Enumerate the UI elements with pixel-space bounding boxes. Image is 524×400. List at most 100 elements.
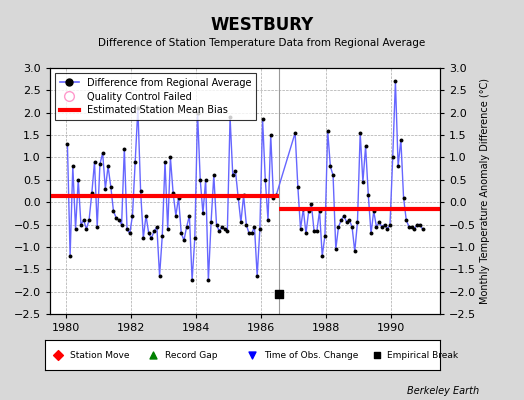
Point: [302, 230, 310, 237]
Point: [318, 253, 326, 259]
Text: Empirical Break: Empirical Break: [387, 350, 458, 360]
Point: [218, 224, 226, 230]
Point: [77, 221, 85, 228]
Point: [145, 230, 153, 237]
Point: [373, 352, 381, 358]
Point: [191, 235, 199, 241]
Point: [293, 183, 302, 190]
Point: [356, 130, 364, 136]
Point: [237, 219, 245, 226]
Point: [104, 163, 112, 170]
Point: [115, 217, 123, 223]
Point: [275, 291, 283, 297]
Point: [367, 230, 375, 237]
Point: [158, 232, 167, 239]
Point: [69, 163, 77, 170]
Point: [110, 208, 118, 214]
Point: [378, 224, 386, 230]
Point: [212, 221, 221, 228]
Text: Berkeley Earth: Berkeley Earth: [407, 386, 479, 396]
Point: [177, 230, 185, 237]
Point: [147, 235, 156, 241]
Point: [343, 219, 351, 226]
Point: [245, 230, 253, 237]
Point: [134, 105, 142, 112]
Point: [74, 177, 82, 183]
Text: Record Gap: Record Gap: [165, 350, 217, 360]
Point: [334, 224, 343, 230]
Point: [372, 224, 380, 230]
Point: [329, 172, 337, 178]
Point: [204, 277, 213, 284]
Point: [142, 212, 150, 219]
Point: [166, 154, 174, 161]
Point: [139, 235, 147, 241]
Point: [332, 246, 340, 252]
Point: [128, 212, 137, 219]
Point: [193, 110, 202, 116]
Point: [120, 145, 128, 152]
Point: [394, 163, 402, 170]
Point: [253, 273, 261, 279]
Point: [228, 172, 237, 178]
Point: [247, 230, 256, 237]
Point: [188, 277, 196, 284]
Point: [93, 224, 102, 230]
Point: [348, 224, 356, 230]
Point: [323, 128, 332, 134]
Point: [174, 194, 183, 201]
Point: [180, 237, 188, 243]
Point: [117, 221, 126, 228]
Text: Difference of Station Temperature Data from Regional Average: Difference of Station Temperature Data f…: [99, 38, 425, 48]
Point: [169, 190, 177, 196]
Point: [215, 228, 223, 234]
Point: [172, 212, 180, 219]
Point: [272, 192, 280, 199]
Point: [66, 253, 74, 259]
Point: [221, 226, 229, 232]
Point: [304, 208, 313, 214]
Point: [250, 224, 259, 230]
Point: [185, 212, 193, 219]
Point: [85, 217, 93, 223]
Text: WESTBURY: WESTBURY: [210, 16, 314, 34]
Point: [150, 228, 158, 234]
Point: [256, 226, 264, 232]
Point: [210, 172, 218, 178]
Point: [364, 192, 373, 199]
Point: [383, 226, 391, 232]
Point: [82, 226, 91, 232]
Point: [359, 179, 367, 185]
Point: [345, 217, 354, 223]
Point: [315, 208, 324, 214]
Point: [264, 217, 272, 223]
Point: [291, 130, 299, 136]
Point: [313, 228, 321, 234]
Point: [234, 194, 243, 201]
Point: [90, 159, 99, 165]
Point: [258, 116, 267, 123]
Point: [126, 230, 134, 237]
Point: [321, 232, 329, 239]
Point: [163, 226, 172, 232]
Text: Station Move: Station Move: [70, 350, 130, 360]
Point: [402, 217, 410, 223]
Point: [112, 215, 121, 221]
Point: [131, 159, 139, 165]
Point: [149, 352, 158, 358]
Point: [207, 219, 215, 226]
Point: [88, 190, 96, 196]
Point: [386, 221, 394, 228]
Legend: Difference from Regional Average, Quality Control Failed, Estimated Station Mean: Difference from Regional Average, Qualit…: [54, 73, 256, 120]
Point: [261, 177, 269, 183]
Point: [156, 273, 164, 279]
Point: [182, 224, 191, 230]
Point: [416, 221, 424, 228]
Point: [106, 183, 115, 190]
Point: [161, 159, 169, 165]
Point: [80, 217, 88, 223]
Point: [413, 221, 421, 228]
Y-axis label: Monthly Temperature Anomaly Difference (°C): Monthly Temperature Anomaly Difference (…: [481, 78, 490, 304]
Point: [54, 352, 62, 358]
Point: [223, 228, 232, 234]
